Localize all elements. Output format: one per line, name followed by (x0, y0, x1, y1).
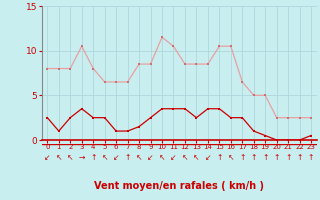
Text: ↑: ↑ (251, 153, 257, 162)
Text: ↖: ↖ (56, 153, 62, 162)
Text: ↙: ↙ (205, 153, 211, 162)
Text: ↑: ↑ (308, 153, 314, 162)
Text: ↖: ↖ (182, 153, 188, 162)
Text: ↙: ↙ (147, 153, 154, 162)
Text: ↖: ↖ (101, 153, 108, 162)
Text: ↙: ↙ (113, 153, 119, 162)
Text: ↖: ↖ (193, 153, 200, 162)
Text: ↑: ↑ (216, 153, 222, 162)
Text: →: → (78, 153, 85, 162)
Text: ↑: ↑ (296, 153, 303, 162)
Text: ↙: ↙ (44, 153, 51, 162)
Text: ↑: ↑ (239, 153, 245, 162)
Text: ↖: ↖ (159, 153, 165, 162)
Text: ↑: ↑ (124, 153, 131, 162)
Text: ↖: ↖ (228, 153, 234, 162)
Text: ↑: ↑ (285, 153, 291, 162)
Text: ↑: ↑ (262, 153, 268, 162)
Text: ↑: ↑ (274, 153, 280, 162)
Text: ↖: ↖ (67, 153, 74, 162)
Text: ↙: ↙ (170, 153, 177, 162)
Text: ↖: ↖ (136, 153, 142, 162)
Text: Vent moyen/en rafales ( km/h ): Vent moyen/en rafales ( km/h ) (94, 181, 264, 191)
Text: ↑: ↑ (90, 153, 96, 162)
